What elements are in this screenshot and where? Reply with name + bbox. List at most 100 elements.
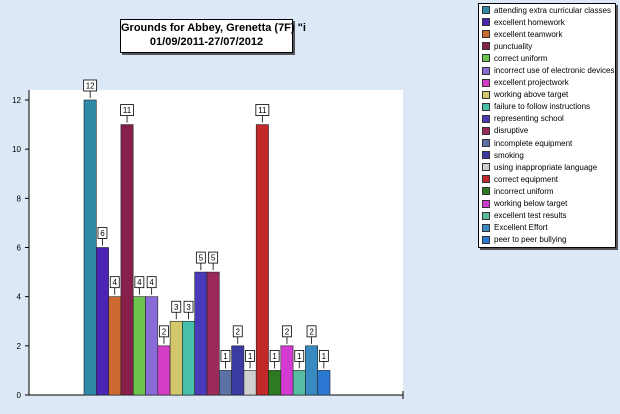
bar (83, 99, 97, 396)
data-label: 2 (285, 327, 290, 336)
bar (255, 124, 269, 396)
legend-label: Excellent Effort (494, 223, 548, 233)
legend-item: correct equipment (479, 173, 615, 185)
data-label-box (159, 325, 169, 338)
legend-swatch (482, 175, 490, 184)
data-label: 2 (309, 327, 314, 336)
bar (243, 370, 257, 396)
data-label: 5 (211, 254, 216, 263)
data-label-box (255, 104, 270, 116)
legend-label: representing school (494, 114, 564, 124)
legend-item: attending extra curricular classes (479, 4, 615, 16)
legend-swatch (482, 30, 490, 39)
legend-swatch (482, 18, 490, 27)
legend-item: excellent projectwork (479, 77, 615, 89)
legend-swatch (482, 54, 490, 63)
data-label-box (83, 79, 98, 92)
y-tick-label: 6 (17, 244, 22, 253)
y-tick-label: 0 (17, 391, 22, 400)
legend-swatch (482, 235, 490, 244)
y-tick-label: 10 (12, 145, 21, 154)
y-tick-label: 12 (12, 96, 21, 105)
legend-swatch (482, 223, 490, 232)
y-tick-label: 2 (17, 342, 22, 351)
bar (96, 247, 109, 396)
legend-label: disruptive (494, 126, 529, 136)
data-label-box (306, 325, 317, 338)
legend-item: working below target (479, 198, 615, 210)
legend-swatch (482, 90, 490, 99)
legend-swatch (482, 102, 490, 111)
bar (219, 370, 232, 396)
bar (194, 271, 208, 396)
data-label: 11 (258, 106, 267, 115)
data-label: 2 (162, 327, 167, 336)
legend-swatch (482, 163, 490, 172)
data-label-box (294, 350, 305, 362)
legend-label: incorrect uniform (494, 186, 554, 196)
legend-item: incomplete equipment (479, 137, 615, 149)
bar (280, 345, 294, 396)
bar (317, 370, 331, 396)
data-label-box (120, 104, 134, 116)
chart-title-line-1: Grounds for Abbey, Grenetta (7F) "i (121, 22, 306, 34)
data-label-box (220, 350, 231, 362)
legend-item: working above target (479, 89, 615, 101)
legend-swatch (482, 151, 490, 160)
legend-label: punctuality (494, 41, 533, 51)
legend-label: correct equipment (494, 174, 559, 184)
chart-title: Grounds for Abbey, Grenetta (7F) "i 01/0… (120, 19, 306, 53)
data-label-box (208, 251, 219, 264)
legend-item: using inappropriate language (479, 161, 615, 173)
legend-label: peer to peer bullying (494, 235, 567, 245)
legend-swatch (482, 187, 490, 196)
data-label: 1 (272, 352, 277, 361)
legend-item: Excellent Effort (479, 222, 615, 234)
data-label: 12 (86, 82, 95, 91)
data-label-box (171, 300, 182, 313)
data-label: 1 (322, 352, 327, 361)
data-label-box (97, 227, 108, 239)
legend-label: excellent homework (494, 17, 565, 27)
data-label-box (282, 325, 292, 338)
chart-title-line-2: 01/09/2011-27/07/2012 (149, 36, 264, 48)
data-label: 3 (186, 303, 191, 312)
data-label: 5 (199, 254, 204, 263)
data-label-box (146, 276, 157, 289)
bar (108, 296, 122, 396)
bar (206, 271, 220, 396)
legend-label: smoking (494, 150, 524, 160)
data-label-box (195, 251, 206, 264)
legend-swatch (482, 114, 490, 123)
legend-item: peer to peer bullying (479, 234, 615, 246)
legend-label: incomplete equipment (494, 138, 573, 148)
bar (169, 320, 183, 396)
legend-label: working above target (494, 90, 569, 100)
data-label-box (134, 276, 145, 289)
legend-item: correct uniform (479, 52, 615, 64)
bar (268, 370, 282, 396)
legend-label: excellent teamwork (494, 29, 563, 39)
data-label-box (269, 350, 280, 362)
legend-swatch (482, 211, 490, 220)
legend-label: attending extra curricular classes (494, 5, 611, 15)
data-label: 6 (100, 229, 105, 238)
y-tick-label: 4 (17, 293, 22, 302)
legend-swatch (482, 126, 490, 135)
chart-legend: attending extra curricular classes excell… (478, 3, 616, 248)
legend-swatch (482, 199, 490, 208)
data-label-box (183, 300, 194, 313)
legend-swatch (482, 42, 490, 51)
legend-label: using inappropriate language (494, 162, 598, 172)
data-label: 1 (248, 352, 253, 361)
data-label-box (318, 350, 329, 362)
legend-item: excellent teamwork (479, 28, 615, 40)
data-label-box (232, 325, 243, 338)
data-label-box (245, 350, 255, 362)
legend-item: disruptive (479, 125, 615, 137)
y-tick-label: 8 (17, 194, 22, 203)
legend-item: failure to follow instructions (479, 101, 615, 113)
legend-label: working below target (494, 199, 568, 209)
legend-item: punctuality (479, 40, 615, 52)
